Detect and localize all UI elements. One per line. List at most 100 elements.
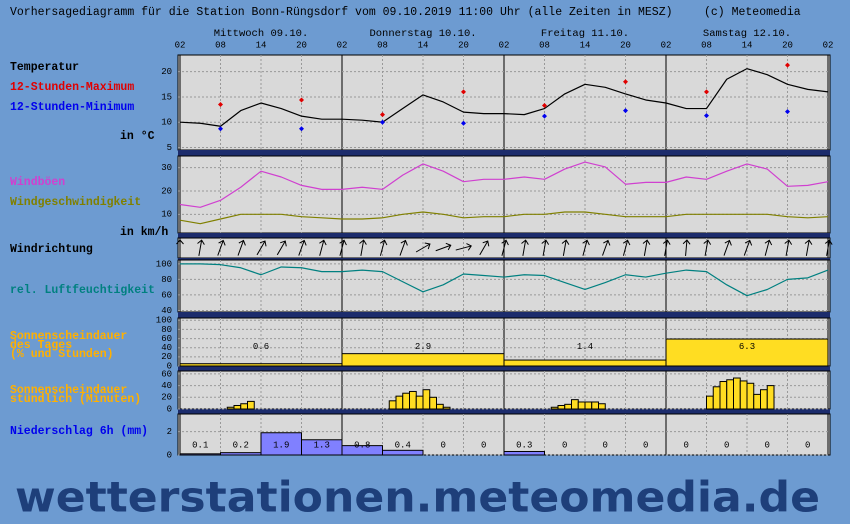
- wind-arrow: [703, 239, 712, 256]
- copyright: (c) Meteomedia: [704, 6, 801, 19]
- point: [461, 89, 466, 95]
- wind-arrow: [662, 239, 671, 256]
- x-tick-label: 14: [256, 40, 267, 50]
- panel-title: Sonnenscheindauer: [10, 384, 127, 397]
- y-tick-label: 60: [161, 369, 172, 379]
- point: [623, 108, 628, 114]
- legend-entry: 12-Stunden-Maximum: [10, 81, 134, 94]
- bar: [564, 403, 572, 410]
- y-tick-label: 10: [161, 118, 172, 128]
- bar: [665, 338, 829, 367]
- bar: [571, 399, 579, 410]
- data-label: 0: [805, 440, 810, 450]
- x-tick-label: 02: [175, 40, 186, 50]
- y-tick-label: 0: [167, 450, 172, 460]
- bar: [240, 403, 248, 410]
- bar: [733, 377, 741, 410]
- bar: [429, 396, 437, 410]
- wind-arrow: [764, 239, 773, 256]
- data-label: 0: [481, 440, 486, 450]
- wind-arrow: [521, 239, 529, 256]
- y-tick-label: 30: [161, 163, 172, 173]
- y-tick-label: 100: [156, 316, 172, 326]
- y-tick-label: 15: [161, 92, 172, 102]
- wind-arrow: [804, 239, 813, 256]
- footer: wetterstationen.meteomedia.de: [15, 473, 820, 522]
- point: [542, 103, 547, 109]
- point: [461, 120, 466, 126]
- bar: [760, 389, 768, 410]
- bar: [442, 406, 451, 410]
- panel-title: (% und Stunden): [10, 348, 114, 361]
- bar: [503, 359, 667, 367]
- bar: [220, 452, 262, 456]
- wind-arrow: [622, 239, 631, 256]
- wind-arrow: [237, 239, 246, 256]
- data-label: 0.8: [354, 440, 370, 450]
- separator: [178, 233, 830, 238]
- wind-arrow: [602, 239, 611, 256]
- bar: [726, 379, 734, 410]
- y-tick-label: 60: [161, 290, 172, 300]
- wind-arrow: [642, 239, 651, 256]
- bar: [753, 393, 761, 410]
- data-label: 0.6: [253, 342, 269, 352]
- x-tick-label: 02: [823, 40, 834, 50]
- data-label: 0: [562, 440, 567, 450]
- wind-arrow: [415, 242, 431, 253]
- x-tick-label: 20: [296, 40, 307, 50]
- y-tick-label: 40: [161, 343, 172, 353]
- wind-arrow: [197, 239, 205, 256]
- wind-arrow: [298, 239, 307, 256]
- data-label: 0: [603, 440, 608, 450]
- y-tick-label: 20: [161, 393, 172, 403]
- day-label: Samstag 12.10.: [703, 28, 791, 40]
- data-label: 0.2: [233, 440, 249, 450]
- point: [218, 126, 223, 132]
- unit: in °C: [120, 130, 155, 143]
- data-label: 0.4: [395, 440, 411, 450]
- bar: [739, 380, 748, 410]
- x-tick-label: 14: [418, 40, 429, 50]
- panel-title: Temperatur: [10, 61, 79, 74]
- wind-arrow: [176, 239, 184, 256]
- line: [180, 263, 829, 297]
- point: [380, 119, 385, 125]
- x-tick-label: 20: [458, 40, 469, 50]
- bar: [247, 400, 255, 410]
- y-tick-label: 20: [161, 67, 172, 77]
- y-tick-label: 80: [161, 325, 172, 335]
- day-label: Freitag 11.10.: [541, 28, 629, 40]
- separator: [178, 258, 830, 260]
- wind-arrow: [824, 239, 833, 256]
- x-tick-label: 02: [499, 40, 510, 50]
- bar: [415, 395, 424, 410]
- panel-title: Windrichtung: [10, 243, 93, 256]
- bar: [584, 401, 593, 410]
- wind-arrow: [501, 239, 509, 256]
- wind-arrow: [339, 239, 347, 256]
- y-tick-label: 0: [167, 361, 172, 371]
- bar: [402, 392, 410, 410]
- wind-arrow: [379, 239, 388, 256]
- bar: [436, 403, 444, 410]
- legend-entry: Windböen: [10, 176, 65, 189]
- bar: [550, 406, 559, 410]
- wind-arrow: [455, 243, 472, 251]
- point: [542, 113, 547, 119]
- bar: [341, 353, 505, 367]
- bar: [591, 401, 599, 410]
- data-label: 6.3: [739, 342, 755, 352]
- x-tick-label: 08: [539, 40, 550, 50]
- bar: [598, 403, 606, 410]
- bar: [712, 386, 721, 410]
- point: [785, 109, 790, 115]
- y-tick-label: 20: [161, 186, 172, 196]
- data-label: 1.4: [577, 342, 593, 352]
- y-tick-label: 40: [161, 306, 172, 316]
- wind-arrow: [399, 239, 408, 256]
- bar: [226, 406, 235, 410]
- data-label: 0.3: [516, 440, 532, 450]
- line: [179, 68, 829, 127]
- y-tick-label: 60: [161, 334, 172, 344]
